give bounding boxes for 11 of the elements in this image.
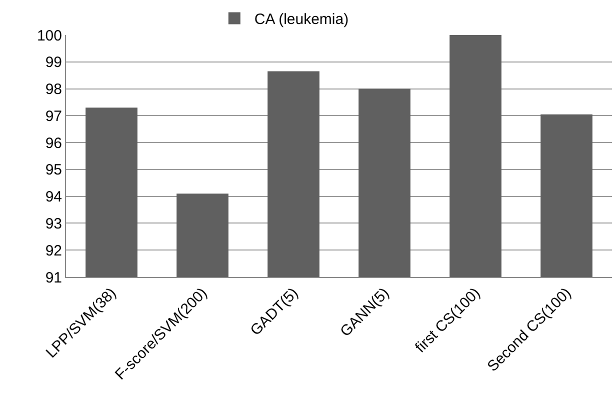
y-tick-label: 96	[45, 134, 62, 152]
y-tick-label: 93	[45, 215, 62, 232]
y-tick-label: 100	[36, 27, 62, 44]
y-tick-label: 98	[45, 81, 62, 98]
y-tick-label: 95	[45, 162, 62, 179]
y-tick-label: 97	[45, 108, 62, 125]
y-tick-label: 94	[45, 188, 62, 206]
legend-label: CA (leukemia)	[254, 11, 349, 28]
y-tick-label: 99	[45, 54, 62, 72]
y-tick-label: 92	[45, 242, 62, 260]
y-tick-label: 91	[45, 269, 62, 286]
